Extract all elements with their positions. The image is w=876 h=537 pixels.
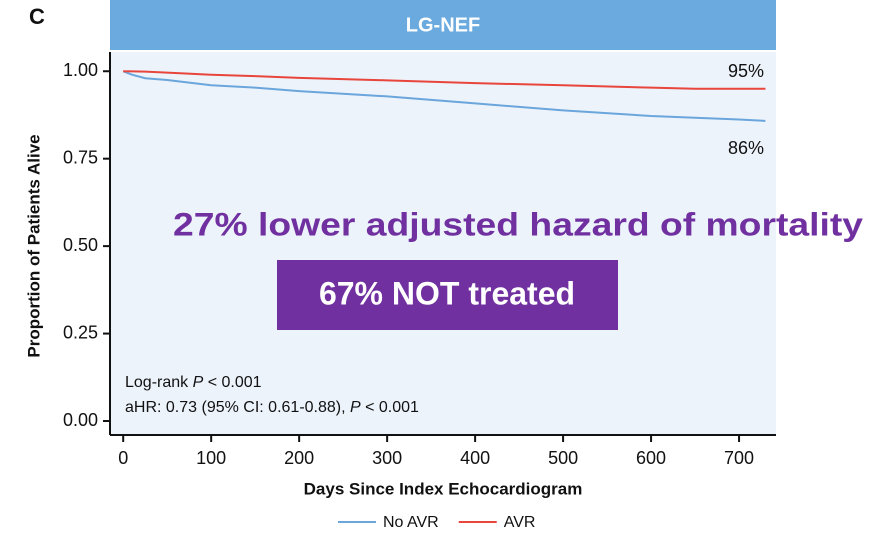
stats-text: aHR: 0.73 (95% CI: 0.61-0.88), P < 0.001 — [125, 399, 419, 416]
x-tick-label: 700 — [724, 448, 754, 468]
headline: 27% lower adjusted hazard of mortality — [173, 206, 863, 242]
stats-part: < 0.001 — [361, 399, 419, 416]
y-tick-label: 0.00 — [63, 410, 98, 430]
survival-curve — [122, 70, 766, 122]
y-tick-label: 1.00 — [63, 60, 98, 80]
legend-label: No AVR — [383, 514, 439, 531]
x-tick-label: 100 — [196, 448, 226, 468]
y-tick-label: 0.50 — [63, 235, 98, 255]
stats-text: Log-rank P < 0.001 — [125, 374, 262, 391]
chart-title: LG-NEF — [406, 14, 480, 36]
panel-label: C — [29, 4, 45, 29]
y-axis-label: Proportion of Patients Alive — [24, 134, 43, 357]
header-bar — [110, 0, 776, 50]
x-axis-label: Days Since Index Echocardiogram — [304, 479, 583, 498]
x-tick-label: 600 — [636, 448, 666, 468]
stats-part: < 0.001 — [203, 374, 261, 391]
x-tick-label: 500 — [548, 448, 578, 468]
x-tick-label: 0 — [118, 448, 128, 468]
end-label: 86% — [728, 138, 764, 158]
boxed-note: 67% NOT treated — [319, 275, 575, 311]
x-tick-label: 200 — [284, 448, 314, 468]
y-tick-label: 0.25 — [63, 322, 98, 342]
stats-part: Log-rank — [125, 374, 193, 391]
note-box — [277, 260, 618, 330]
x-tick-label: 400 — [460, 448, 490, 468]
stats-part: P — [350, 399, 361, 416]
stats-part: P — [193, 374, 204, 391]
legend-label: AVR — [504, 514, 536, 531]
end-label: 95% — [728, 61, 764, 81]
y-tick-label: 0.75 — [63, 147, 98, 167]
survival-curve — [123, 70, 766, 90]
stats-part: aHR: 0.73 (95% CI: 0.61-0.88), — [125, 399, 350, 416]
x-tick-label: 300 — [372, 448, 402, 468]
